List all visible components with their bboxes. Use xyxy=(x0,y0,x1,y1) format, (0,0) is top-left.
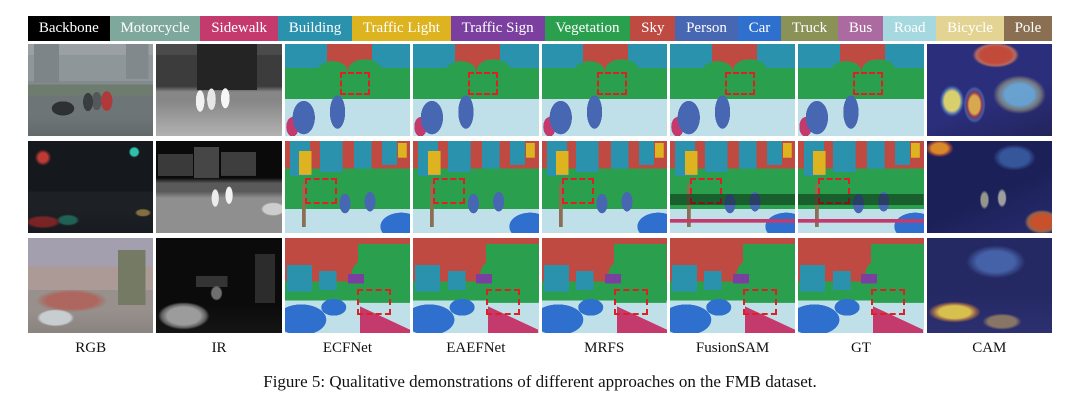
legend-item-bus: Bus xyxy=(838,16,883,41)
legend-item-traffic-light: Traffic Light xyxy=(352,16,451,41)
attention-box xyxy=(561,177,594,204)
column-label-eaefnet: EAEFNet xyxy=(446,340,506,356)
legend-item-traffic-sign: Traffic Sign xyxy=(450,16,545,41)
panel-row1-mrfs xyxy=(541,44,667,136)
attention-box xyxy=(596,71,627,95)
attention-box xyxy=(468,71,499,95)
panel-row3-gt xyxy=(798,238,924,333)
image-grid xyxy=(28,44,1052,333)
panel-row2-cam xyxy=(926,141,1052,233)
legend-item-bicycle: Bicycle xyxy=(936,16,1004,41)
panel-row3-ir xyxy=(156,238,282,333)
legend-item-sidewalk: Sidewalk xyxy=(200,16,278,41)
legend-item-road: Road xyxy=(883,16,937,41)
legend-item-building: Building xyxy=(277,16,353,41)
column-label-ecfnet: ECFNet xyxy=(322,340,373,356)
column-label-mrfs: MRFS xyxy=(584,340,625,356)
panel-row3-cam xyxy=(926,238,1052,333)
panel-row3-fusionsam xyxy=(669,238,796,333)
panel-row1-ir xyxy=(156,44,282,136)
attention-box xyxy=(870,289,905,316)
legend-item-pole: Pole xyxy=(1003,16,1053,41)
legend-item-backbone: Backbone xyxy=(28,16,110,41)
attention-box xyxy=(485,289,520,316)
panel-row2-ecfnet xyxy=(284,141,411,233)
attention-box xyxy=(725,71,756,95)
panel-row2-eaefnet xyxy=(413,141,539,233)
legend-item-sky: Sky xyxy=(630,16,676,41)
panel-row2-gt xyxy=(798,141,924,233)
attention-box xyxy=(742,289,777,316)
panel-row3-rgb xyxy=(28,238,154,333)
panel-row2-fusionsam xyxy=(669,141,796,233)
panel-row1-cam xyxy=(926,44,1052,136)
panel-row1-rgb xyxy=(28,44,154,136)
column-labels: RGB IR ECFNet EAEFNet MRFS FusionSAM GT CAM xyxy=(28,340,1052,357)
panel-row1-fusionsam xyxy=(669,44,796,136)
attention-box xyxy=(339,71,370,95)
figure-caption: Figure 5: Qualitative demonstrations of … xyxy=(263,372,817,391)
legend-item-vegetation: Vegetation xyxy=(544,16,631,41)
panel-row2-mrfs xyxy=(541,141,667,233)
panel-row3-mrfs xyxy=(541,238,667,333)
legend-item-motorcycle: Motorcycle xyxy=(109,16,201,41)
attention-box xyxy=(818,177,851,204)
attention-box xyxy=(357,289,392,316)
panel-row2-rgb xyxy=(28,141,154,233)
panel-row2-ir xyxy=(156,141,282,233)
legend-item-person: Person xyxy=(675,16,738,41)
attention-box xyxy=(853,71,884,95)
attention-box xyxy=(433,177,466,204)
column-label-fusionsam: FusionSAM xyxy=(695,340,770,356)
attention-box xyxy=(614,289,649,316)
panel-row1-gt xyxy=(798,44,924,136)
column-label-rgb: RGB xyxy=(75,340,107,356)
attention-box xyxy=(304,177,337,204)
attention-box xyxy=(689,177,722,204)
legend-item-truck: Truck xyxy=(781,16,839,41)
panel-row3-eaefnet xyxy=(413,238,539,333)
panel-row1-ecfnet xyxy=(284,44,411,136)
panel-row1-eaefnet xyxy=(413,44,539,136)
column-label-gt: GT xyxy=(850,340,871,356)
panel-row3-ecfnet xyxy=(284,238,411,333)
legend-bar: Backbone Motorcycle Sidewalk Building Traffi… xyxy=(28,16,1053,41)
legend-item-car: Car xyxy=(737,16,782,41)
column-label-ir: IR xyxy=(211,340,227,356)
column-label-cam: CAM xyxy=(972,340,1007,356)
